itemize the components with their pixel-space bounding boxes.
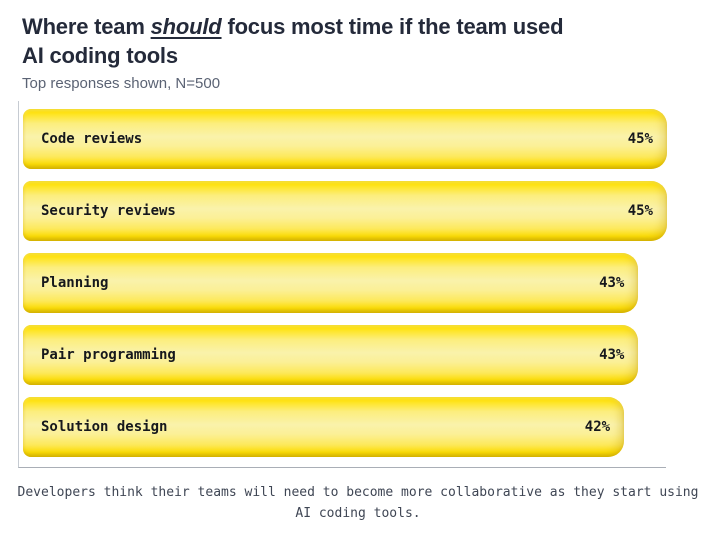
chart-title-pre: Where team (22, 14, 151, 39)
bar-security-reviews: Security reviews 45% (23, 181, 667, 241)
bar-pair-programming: Pair programming 43% (23, 325, 639, 385)
bar-value-label: 43% (599, 347, 625, 363)
bar-category-label: Pair programming (41, 347, 176, 363)
bar-value-label: 43% (599, 275, 625, 291)
chart-header: Where team should focus most time if the… (0, 0, 716, 92)
chart-title-emphasis: should (150, 14, 222, 39)
bar-code-reviews: Code reviews 45% (23, 109, 667, 169)
bar-category-label: Security reviews (41, 203, 176, 219)
bars: Code reviews 45% Security reviews 45% Planni… (23, 109, 667, 457)
bar-category-label: Code reviews (41, 131, 143, 147)
chart-title-line2: AI coding tools (22, 43, 178, 68)
chart-title: Where team should focus most time if the… (22, 12, 676, 70)
bar-value-label: 45% (627, 131, 653, 147)
bar-category-label: Planning (41, 275, 109, 291)
chart-title-post: focus most time if the team used (221, 14, 564, 39)
chart-subtitle: Top responses shown, N=500 (22, 75, 221, 92)
bar-chart: Code reviews 45% Security reviews 45% Planni… (18, 101, 667, 468)
bar-solution-design: Solution design 42% (23, 397, 625, 457)
bar-category-label: Solution design (41, 419, 168, 435)
bar-planning: Planning 43% (23, 253, 639, 313)
bar-value-label: 45% (627, 203, 653, 219)
chart-caption: Developers think their teams will need t… (17, 485, 699, 521)
bar-value-label: 42% (584, 419, 611, 435)
